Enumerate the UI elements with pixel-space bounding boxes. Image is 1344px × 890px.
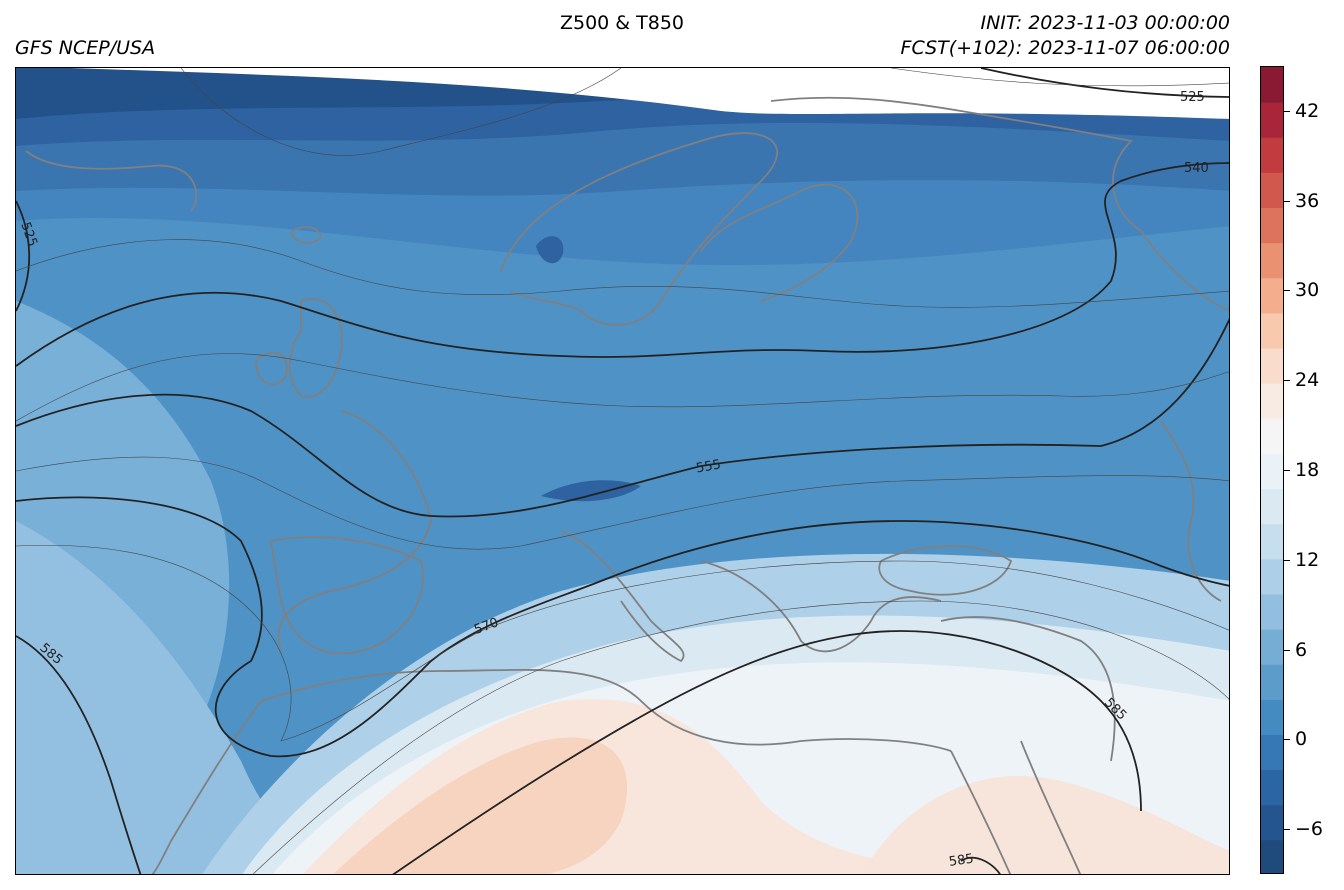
thin-contour-1 xyxy=(16,353,1229,422)
coast-greenland xyxy=(25,150,198,212)
colorbar-gradient xyxy=(1261,67,1283,873)
colorbar-segment xyxy=(1261,277,1283,314)
coast-north-africa xyxy=(260,668,952,752)
colorbar-segment xyxy=(1261,383,1283,419)
colorbar-tick-label: 24 xyxy=(1295,369,1320,392)
coast-western-europe xyxy=(277,410,432,652)
contour-540 xyxy=(16,162,1229,367)
thin-contour-3 xyxy=(16,544,1229,742)
coast-baltic-finland xyxy=(700,183,859,302)
colorbar-segment xyxy=(1261,558,1283,595)
colorbar-segment xyxy=(1261,453,1283,490)
colorbar-segment xyxy=(1261,207,1283,244)
colorbar-segment xyxy=(1261,67,1283,103)
colorbar-tick xyxy=(1284,290,1290,292)
coast-iberia xyxy=(269,536,424,655)
thin-contour-4 xyxy=(252,600,1229,874)
colorbar-tick-label: 36 xyxy=(1295,189,1320,212)
colorbar-tick-label: 0 xyxy=(1295,728,1308,751)
colorbar-tick-label: 12 xyxy=(1295,548,1320,571)
thin-contour-7 xyxy=(890,68,1229,87)
colorbar-tick xyxy=(1284,649,1290,651)
colorbar-segment xyxy=(1261,242,1283,279)
z500-thin-contours xyxy=(16,68,1229,874)
coast-scandinavia xyxy=(500,132,778,326)
colorbar xyxy=(1260,66,1284,874)
colorbar-segment xyxy=(1261,699,1283,735)
coast-north-russia xyxy=(770,96,1229,312)
colorbar-segment xyxy=(1261,769,1283,806)
colorbar-segment xyxy=(1261,312,1283,349)
contour-label-585-bottom: 585 xyxy=(948,852,975,870)
model-label: GFS NCEP/USA xyxy=(15,37,156,59)
colorbar-tick-label: 6 xyxy=(1295,638,1308,661)
colorbar-segment xyxy=(1261,593,1283,630)
contour-label-540: 540 xyxy=(1184,161,1209,176)
colorbar-tick-label: 18 xyxy=(1295,459,1320,481)
t850-band-warm-east xyxy=(862,775,1229,874)
t850-band-warmest xyxy=(333,737,628,874)
coast-balkans-greece xyxy=(700,560,942,653)
t850-band-warmer xyxy=(16,521,326,874)
t850-cold-pocket-norway xyxy=(536,236,564,264)
t850-cold-pocket-alps xyxy=(541,480,641,502)
colorbar-segment xyxy=(1261,664,1283,700)
colorbar-tick xyxy=(1284,380,1290,382)
colorbar-segment xyxy=(1261,137,1283,173)
colorbar-segment xyxy=(1261,734,1283,771)
colorbar-segment xyxy=(1261,348,1283,384)
colorbar-segment xyxy=(1261,839,1283,873)
colorbar-segment xyxy=(1261,418,1283,454)
colorbar-tick-label: −6 xyxy=(1295,818,1324,841)
contour-570 xyxy=(16,496,1229,758)
coast-caspian xyxy=(1160,420,1222,602)
contour-585-west xyxy=(16,635,142,874)
colorbar-segment xyxy=(1261,523,1283,560)
map-panel: 525 525 540 555 570 585 585 585 xyxy=(15,67,1230,875)
coastlines xyxy=(25,96,1229,874)
colorbar-tick xyxy=(1284,739,1290,741)
thin-contour-2 xyxy=(16,456,1229,550)
colorbar-segment xyxy=(1261,629,1283,665)
contour-525-north xyxy=(980,68,1229,98)
colorbar-tick xyxy=(1284,110,1290,112)
colorbar-tick xyxy=(1284,829,1290,831)
colorbar-segment xyxy=(1261,804,1283,841)
colorbar-segment xyxy=(1261,102,1283,138)
init-time-label: INIT: 2023-11-03 00:00:00 xyxy=(980,12,1230,34)
z500-contours xyxy=(16,68,1229,874)
colorbar-tick xyxy=(1284,470,1290,471)
map-canvas: 525 525 540 555 570 585 585 585 xyxy=(16,68,1229,874)
coast-iceland xyxy=(290,226,322,244)
contour-585-south xyxy=(392,630,1142,874)
contour-label-525-north: 525 xyxy=(1180,90,1205,105)
colorbar-tick-label: 30 xyxy=(1295,279,1320,302)
coast-red-sea xyxy=(950,740,1082,874)
contour-label-555: 555 xyxy=(695,457,722,476)
coast-british-isles xyxy=(255,298,343,398)
coast-turkey-levant xyxy=(940,616,1116,762)
thin-contour-6 xyxy=(180,68,622,156)
coast-morocco xyxy=(151,700,262,874)
forecast-time-label: FCST(+102): 2023-11-07 06:00:00 xyxy=(900,37,1230,59)
coast-italy xyxy=(560,530,685,663)
colorbar-tick-label: 42 xyxy=(1295,99,1320,122)
colorbar-tick xyxy=(1284,559,1290,561)
colorbar-tick xyxy=(1284,200,1290,202)
contour-555 xyxy=(16,318,1229,518)
contour-525-west xyxy=(16,200,31,312)
thin-contour-5 xyxy=(16,239,1229,308)
chart-title: Z500 & T850 xyxy=(559,12,685,34)
arctic-no-data xyxy=(71,68,1229,119)
colorbar-segment xyxy=(1261,172,1283,209)
contour-585-bottom xyxy=(960,856,1001,874)
coast-black-sea xyxy=(878,545,1013,596)
colorbar-segment xyxy=(1261,488,1283,525)
